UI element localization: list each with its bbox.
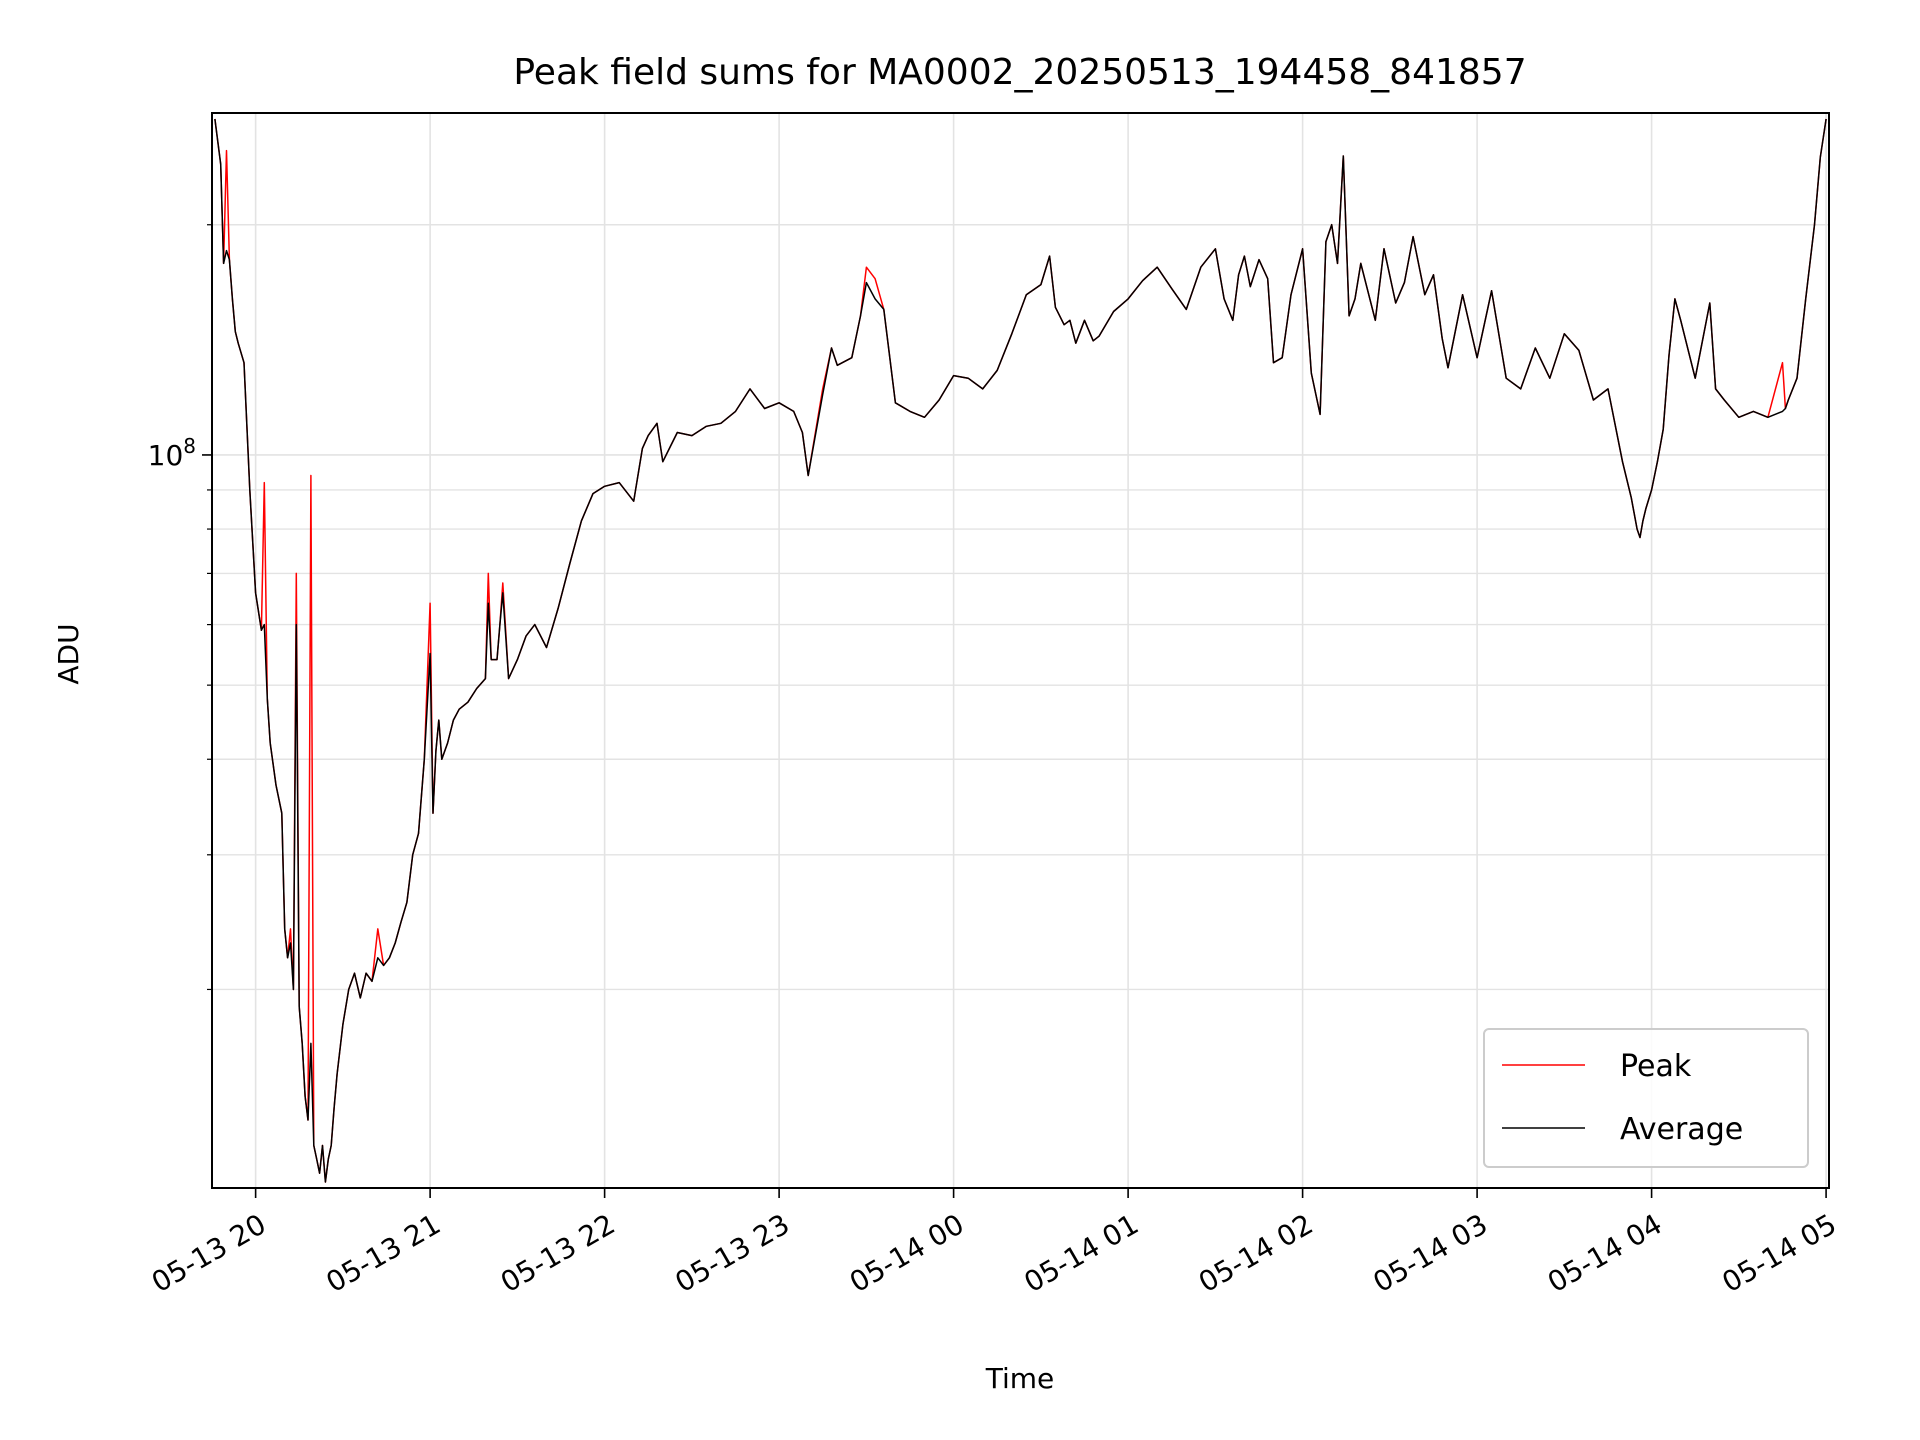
legend-label-peak: Peak bbox=[1620, 1049, 1692, 1084]
series-line-average bbox=[214, 118, 1827, 1183]
chart-title: Peak field sums for MA0002_20250513_1944… bbox=[513, 52, 1526, 93]
legend-box bbox=[1483, 1028, 1809, 1168]
series-lines bbox=[214, 118, 1827, 1183]
y-tick-label-base: 10 bbox=[148, 439, 184, 472]
y-tick-label: 108 bbox=[148, 434, 196, 472]
legend-label-average: Average bbox=[1620, 1112, 1743, 1147]
legend: Peak Average bbox=[1483, 1028, 1809, 1168]
x-axis-label: Time bbox=[985, 1362, 1055, 1395]
y-axis-label: ADU bbox=[52, 623, 85, 684]
y-tick-label-exponent: 8 bbox=[183, 434, 196, 458]
plot-frame bbox=[211, 112, 1830, 1189]
grid-lines bbox=[212, 113, 1829, 1188]
